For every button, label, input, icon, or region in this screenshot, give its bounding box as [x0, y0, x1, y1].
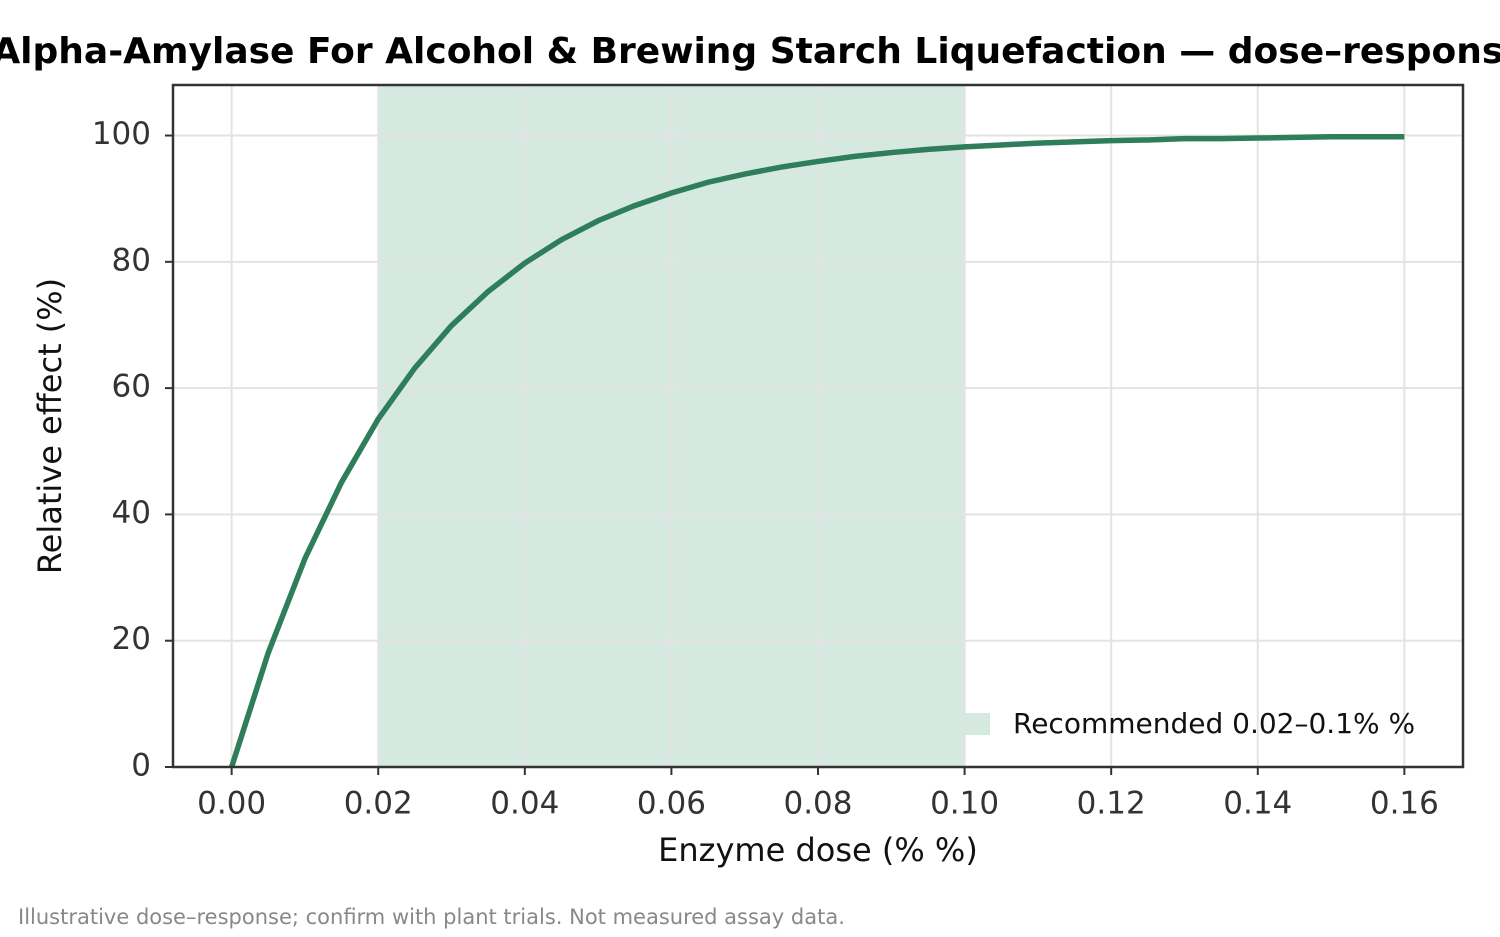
y-tick-label: 60 — [112, 369, 151, 405]
x-axis-label: Enzyme dose (% %) — [658, 831, 978, 869]
x-tick-label: 0.00 — [197, 786, 266, 822]
legend-swatch — [932, 713, 990, 735]
y-tick-label: 100 — [92, 116, 151, 152]
footnote: Illustrative dose–response; confirm with… — [18, 905, 845, 929]
y-tick-label: 40 — [112, 495, 151, 531]
dose-response-line — [229, 134, 1405, 767]
x-tick-label: 0.06 — [637, 786, 706, 822]
x-tick-label: 0.08 — [783, 786, 852, 822]
y-tick-label: 20 — [112, 621, 151, 657]
x-tick-label: 0.12 — [1077, 786, 1146, 822]
y-axis-label: Relative effect (%) — [31, 278, 69, 574]
legend-label: Recommended 0.02–0.1% % — [1013, 707, 1415, 740]
x-tick-label: 0.14 — [1223, 786, 1292, 822]
chart-title: Alpha-Amylase For Alcohol & Brewing Star… — [0, 31, 1500, 72]
x-tick-label: 0.04 — [490, 786, 559, 822]
y-tick-label: 0 — [131, 748, 151, 784]
x-tick-label: 0.16 — [1370, 786, 1439, 822]
y-tick-label: 80 — [112, 242, 151, 278]
plot-frame — [171, 83, 1465, 769]
x-tick-label: 0.10 — [930, 786, 999, 822]
x-tick-label: 0.02 — [344, 786, 413, 822]
